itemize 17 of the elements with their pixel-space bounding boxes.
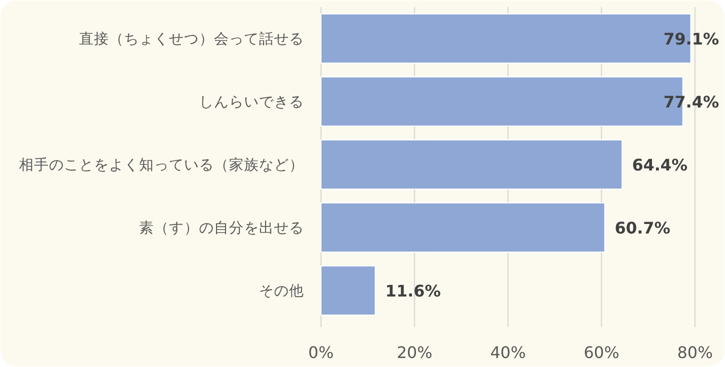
data-label: 79.1%: [663, 30, 719, 48]
data-label: 60.7%: [614, 218, 670, 238]
y-tick-label: しんらいできる: [199, 94, 304, 110]
bar: [320, 202, 606, 253]
x-tick-label: 80%: [677, 343, 713, 362]
y-tick-label: 素（す）の自分を出せる: [139, 220, 304, 236]
x-tick-label: 60%: [584, 343, 620, 362]
data-label: 64.4%: [632, 156, 688, 174]
bar: [320, 265, 376, 316]
y-tick-label: 相手のことをよく知っている（家族など）: [19, 156, 304, 174]
x-tick-label: 0%: [308, 343, 334, 362]
data-label: 11.6%: [385, 282, 441, 300]
y-tick-label: その他: [259, 282, 304, 300]
x-tick-label: 20%: [396, 343, 432, 362]
y-tick-label: 直接（ちょくせつ）会って話せる: [79, 30, 304, 48]
x-tick-label: 40%: [490, 343, 526, 362]
bar: [320, 139, 623, 190]
